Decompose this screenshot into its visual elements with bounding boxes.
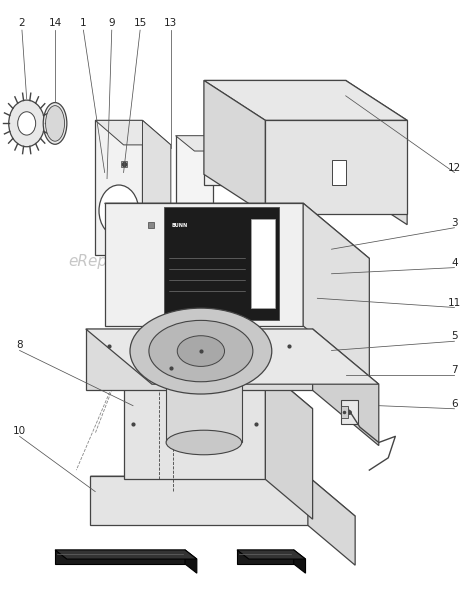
Polygon shape	[251, 219, 274, 308]
Text: 5: 5	[451, 331, 458, 341]
Polygon shape	[175, 136, 232, 151]
Polygon shape	[303, 203, 369, 381]
Text: 3: 3	[451, 218, 458, 228]
Polygon shape	[124, 369, 265, 479]
Text: 9: 9	[109, 18, 115, 28]
Polygon shape	[346, 81, 407, 224]
Polygon shape	[124, 369, 313, 409]
Text: 7: 7	[451, 365, 458, 375]
Ellipse shape	[166, 369, 242, 394]
Text: 14: 14	[48, 18, 62, 28]
Polygon shape	[95, 121, 171, 145]
Circle shape	[9, 100, 45, 147]
Polygon shape	[55, 550, 185, 564]
Text: 6: 6	[451, 399, 458, 409]
Polygon shape	[86, 329, 313, 391]
Polygon shape	[341, 400, 357, 424]
Text: 15: 15	[134, 18, 147, 28]
Text: 13: 13	[164, 18, 177, 28]
Text: 11: 11	[448, 298, 461, 308]
Polygon shape	[341, 406, 348, 418]
Text: eReplacementParts.com: eReplacementParts.com	[68, 254, 255, 269]
Ellipse shape	[177, 336, 225, 367]
Text: 8: 8	[16, 341, 23, 351]
Circle shape	[99, 185, 139, 237]
Ellipse shape	[166, 430, 242, 454]
Polygon shape	[166, 381, 242, 443]
Polygon shape	[91, 476, 355, 516]
Polygon shape	[308, 476, 355, 565]
Polygon shape	[105, 203, 303, 326]
Polygon shape	[55, 550, 197, 559]
Polygon shape	[91, 476, 308, 525]
Polygon shape	[237, 550, 294, 564]
Ellipse shape	[149, 320, 253, 382]
Text: 10: 10	[13, 426, 26, 437]
Polygon shape	[204, 81, 346, 184]
Text: BUNN: BUNN	[171, 223, 188, 228]
Ellipse shape	[43, 103, 67, 145]
Text: 12: 12	[448, 162, 461, 172]
Polygon shape	[185, 550, 197, 573]
Ellipse shape	[46, 106, 64, 141]
Polygon shape	[86, 329, 379, 384]
Polygon shape	[105, 203, 369, 258]
Polygon shape	[204, 81, 407, 121]
Polygon shape	[331, 161, 346, 184]
Polygon shape	[175, 136, 213, 237]
Circle shape	[18, 112, 36, 135]
Polygon shape	[204, 81, 265, 214]
Text: 2: 2	[18, 18, 25, 28]
Polygon shape	[95, 121, 143, 255]
Polygon shape	[313, 329, 379, 445]
Ellipse shape	[130, 308, 272, 394]
Text: 4: 4	[451, 258, 458, 268]
Polygon shape	[143, 121, 171, 280]
Text: 1: 1	[80, 18, 87, 28]
Polygon shape	[265, 369, 313, 519]
Polygon shape	[164, 207, 279, 320]
Polygon shape	[294, 550, 306, 573]
Polygon shape	[237, 550, 306, 559]
Polygon shape	[265, 121, 407, 214]
